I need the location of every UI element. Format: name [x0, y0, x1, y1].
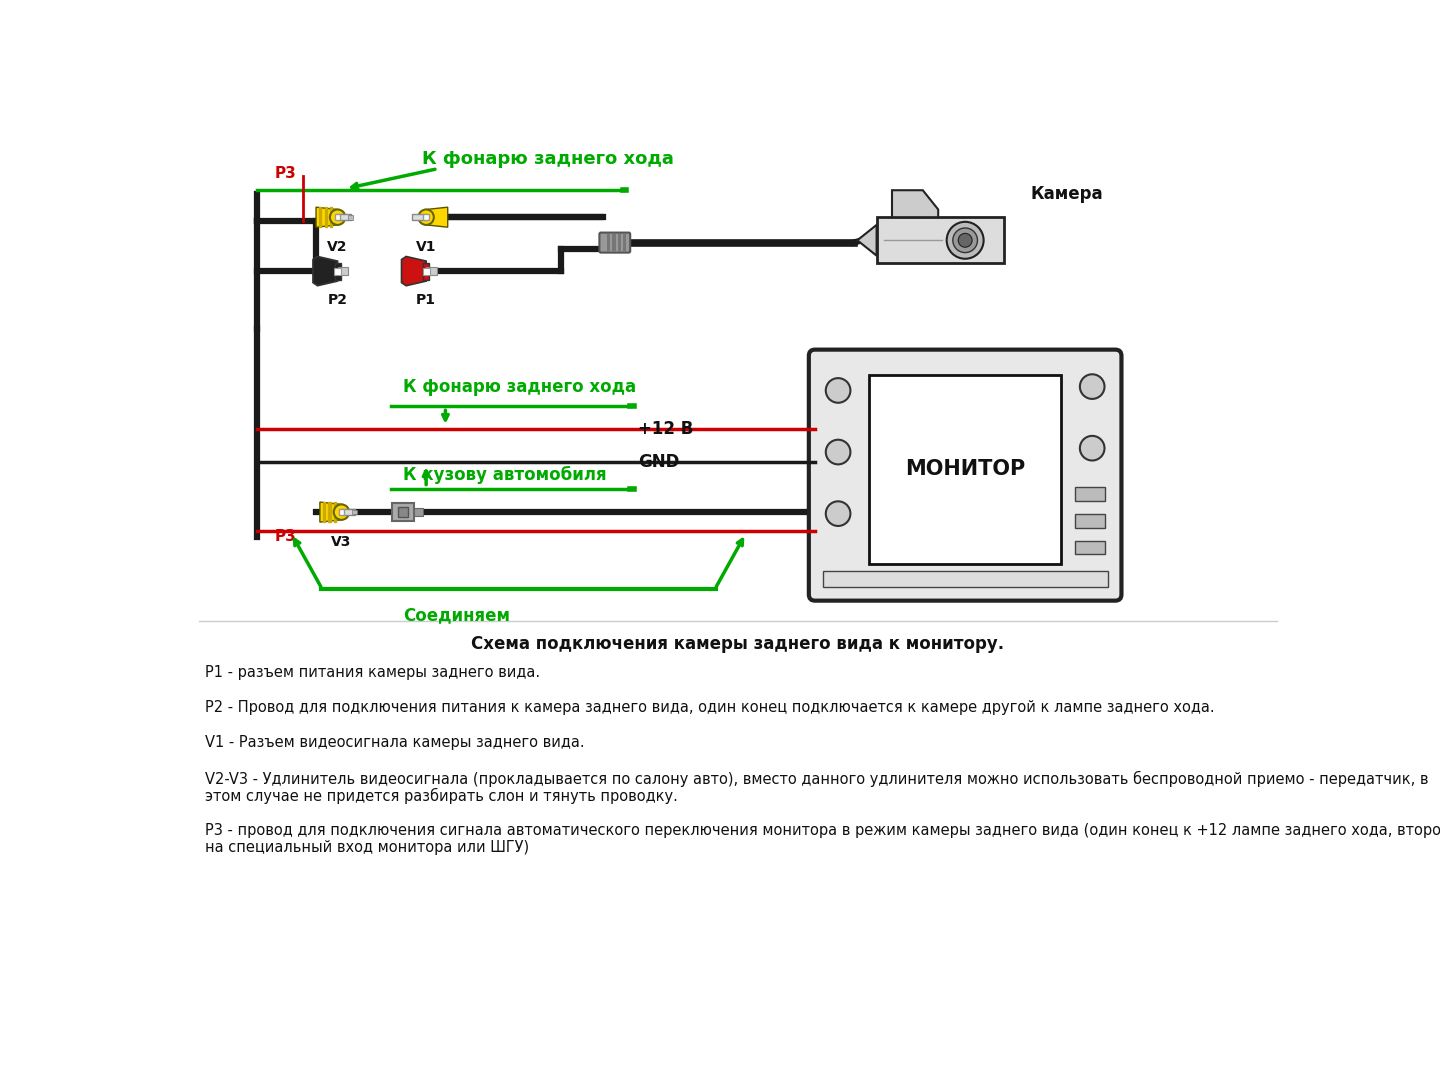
- Bar: [341, 509, 356, 516]
- Bar: [334, 268, 341, 274]
- Polygon shape: [402, 256, 426, 286]
- Text: Камера: Камера: [1031, 185, 1103, 203]
- Bar: [336, 214, 340, 220]
- Text: P3: P3: [275, 166, 297, 181]
- Text: этом случае не придется разбирать слон и тянуть проводку.: этом случае не придется разбирать слон и…: [204, 788, 678, 804]
- Text: V3: V3: [331, 535, 351, 549]
- Bar: [608, 234, 611, 251]
- Text: V1: V1: [416, 240, 436, 254]
- Bar: [397, 507, 409, 518]
- Bar: [423, 263, 429, 280]
- Bar: [337, 214, 351, 220]
- Circle shape: [334, 505, 348, 520]
- FancyBboxPatch shape: [809, 349, 1122, 600]
- Text: V1 - Разъем видеосигнала камеры заднего вида.: V1 - Разъем видеосигнала камеры заднего …: [204, 735, 585, 750]
- Text: V2-V3 - Удлинитель видеосигнала (прокладывается по салону авто), вместо данного : V2-V3 - Удлинитель видеосигнала (проклад…: [204, 771, 1428, 787]
- Text: Р1 - разъем питания камеры заднего вида.: Р1 - разъем питания камеры заднего вида.: [204, 665, 540, 680]
- Text: P1: P1: [416, 293, 436, 307]
- Text: К фонарю заднего хода: К фонарю заднего хода: [422, 150, 674, 168]
- Bar: [338, 509, 344, 515]
- Bar: [413, 508, 423, 516]
- Polygon shape: [320, 502, 341, 522]
- Bar: [1076, 540, 1104, 554]
- Bar: [822, 571, 1107, 586]
- Circle shape: [825, 502, 851, 526]
- Circle shape: [1080, 374, 1104, 399]
- Circle shape: [958, 234, 972, 248]
- Bar: [320, 207, 321, 227]
- Polygon shape: [426, 207, 448, 227]
- Text: Р3 - провод для подключения сигнала автоматического переключения монитора в режи: Р3 - провод для подключения сигнала авто…: [204, 823, 1440, 838]
- Text: К фонарю заднего хода: К фонарю заднего хода: [403, 377, 636, 396]
- Bar: [353, 510, 357, 515]
- FancyBboxPatch shape: [599, 233, 631, 253]
- Bar: [330, 207, 333, 227]
- Bar: [618, 234, 621, 251]
- Polygon shape: [891, 190, 939, 218]
- Bar: [1076, 513, 1104, 527]
- Text: на специальный вход монитора или ШГУ): на специальный вход монитора или ШГУ): [204, 840, 530, 855]
- Text: Р2 - Провод для подключения питания к камера заднего вида, один конец подключает: Р2 - Провод для подключения питания к ка…: [204, 700, 1215, 715]
- Bar: [337, 267, 348, 274]
- Circle shape: [825, 440, 851, 464]
- Circle shape: [330, 209, 346, 225]
- Bar: [612, 234, 615, 251]
- Text: Схема подключения камеры заднего вида к монитору.: Схема подключения камеры заднего вида к …: [471, 636, 1005, 653]
- Circle shape: [419, 209, 433, 225]
- Bar: [877, 218, 1004, 264]
- Text: GND: GND: [638, 453, 680, 471]
- Polygon shape: [315, 207, 337, 227]
- Bar: [1076, 487, 1104, 501]
- Bar: [423, 214, 429, 220]
- Bar: [412, 214, 426, 220]
- Bar: [868, 375, 1061, 564]
- Circle shape: [946, 222, 984, 258]
- Text: Соединяем: Соединяем: [403, 606, 510, 624]
- Text: К кузову автомобиля: К кузову автомобиля: [403, 466, 606, 485]
- Circle shape: [825, 378, 851, 403]
- Text: P3: P3: [275, 530, 297, 545]
- Bar: [426, 267, 436, 274]
- Text: МОНИТОР: МОНИТОР: [904, 460, 1025, 479]
- Bar: [323, 502, 325, 522]
- Circle shape: [1080, 436, 1104, 461]
- Circle shape: [953, 228, 978, 253]
- Text: +12 В: +12 В: [638, 420, 693, 438]
- Bar: [392, 503, 413, 521]
- Bar: [348, 214, 353, 220]
- Bar: [324, 207, 327, 227]
- Polygon shape: [312, 256, 337, 286]
- Text: V2: V2: [327, 240, 348, 254]
- Bar: [334, 263, 341, 280]
- Bar: [334, 502, 336, 522]
- Text: P2: P2: [327, 293, 347, 307]
- Polygon shape: [857, 225, 877, 256]
- Bar: [423, 268, 429, 274]
- Bar: [624, 234, 626, 251]
- Bar: [328, 502, 331, 522]
